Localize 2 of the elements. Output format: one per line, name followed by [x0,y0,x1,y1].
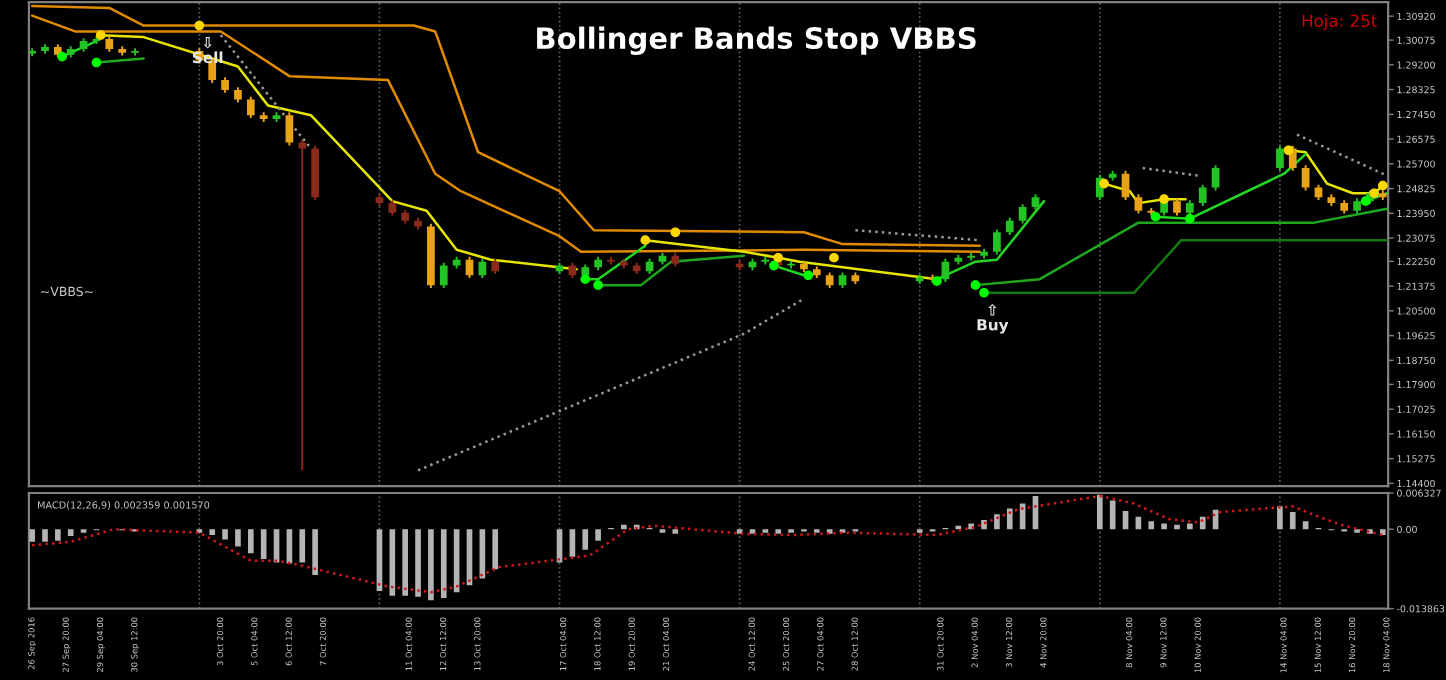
annotation: Hoja: 25t [1302,14,1377,31]
text: Bollinger Bands Stop VBBS [537,26,976,55]
